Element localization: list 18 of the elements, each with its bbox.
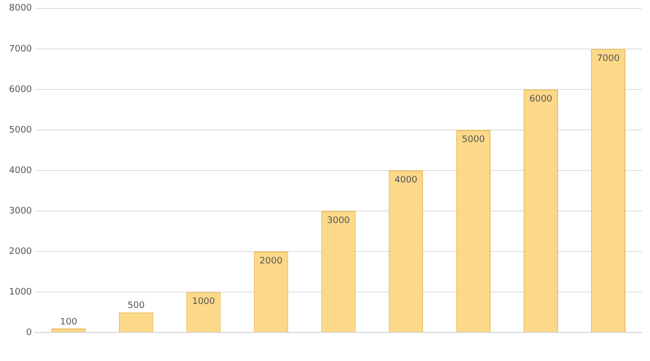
data-label: 4000 (394, 175, 418, 186)
y-tick-label: 3000 (9, 206, 32, 216)
y-tick-label: 4000 (9, 166, 32, 176)
y-tick-label: 0 (26, 328, 32, 338)
data-label: 100 (60, 317, 78, 328)
data-label: 5000 (462, 134, 486, 145)
y-tick-label: 1000 (9, 287, 32, 298)
data-label: 2000 (260, 256, 283, 266)
data-label: 6000 (529, 94, 553, 104)
y-tick-label: 2000 (9, 246, 32, 257)
data-label: 1000 (192, 296, 216, 307)
data-label: 3000 (327, 216, 350, 226)
y-tick-label: 6000 (9, 84, 32, 95)
data-label: 500 (127, 301, 145, 312)
y-tick-label: 7000 (9, 44, 32, 54)
y-tick-label: 5000 (9, 125, 32, 136)
y-tick-label: 8000 (9, 4, 32, 14)
data-label: 7000 (596, 54, 620, 64)
